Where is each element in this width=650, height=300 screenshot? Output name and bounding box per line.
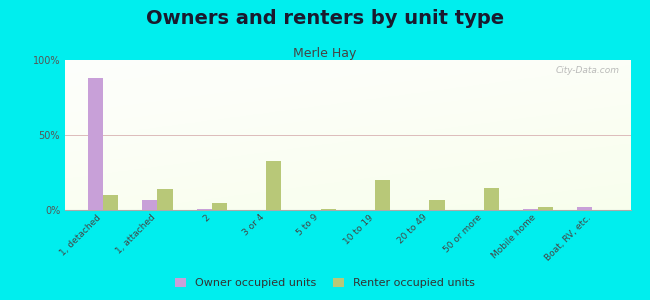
Legend: Owner occupied units, Renter occupied units: Owner occupied units, Renter occupied un… <box>172 274 478 291</box>
Bar <box>212 202 227 210</box>
Bar <box>523 208 538 210</box>
Bar <box>375 180 390 210</box>
Text: Merle Hay: Merle Hay <box>293 46 357 59</box>
Bar <box>142 200 157 210</box>
Bar <box>88 78 103 210</box>
Bar <box>538 207 553 210</box>
Bar <box>577 207 592 210</box>
Bar <box>320 208 336 210</box>
Bar <box>196 208 212 210</box>
Bar <box>484 188 499 210</box>
Bar <box>157 189 173 210</box>
Bar <box>103 195 118 210</box>
Text: Owners and renters by unit type: Owners and renters by unit type <box>146 9 504 28</box>
Bar <box>266 160 281 210</box>
Bar <box>429 200 445 210</box>
Text: City-Data.com: City-Data.com <box>555 66 619 75</box>
